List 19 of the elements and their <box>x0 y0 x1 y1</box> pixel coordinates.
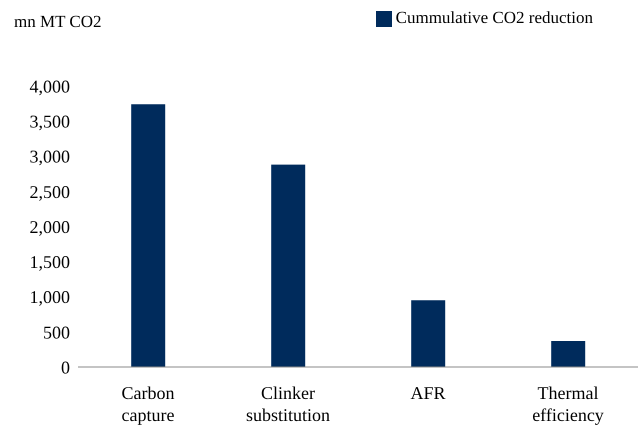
y-tick-label: 3,000 <box>30 146 70 167</box>
y-axis-title: mn MT CO2 <box>14 12 102 32</box>
bar <box>131 104 166 367</box>
y-tick-label: 1,000 <box>30 287 70 308</box>
x-tick-label: Thermal efficiency <box>532 383 604 425</box>
y-tick-label: 2,500 <box>30 182 70 202</box>
x-tick-label: Clinker substitution <box>246 383 330 425</box>
y-tick-label: 4,000 <box>30 76 70 96</box>
x-tick-label: Carbon capture <box>122 383 174 425</box>
bar <box>551 341 586 367</box>
y-tick-label: 1,500 <box>30 252 70 272</box>
bar <box>271 164 306 367</box>
legend-label: Cummulative CO2 reduction <box>396 8 593 27</box>
x-tick-label: AFR <box>410 383 446 403</box>
y-tick-label: 2,000 <box>30 216 70 237</box>
y-tick-label: 0 <box>61 357 70 378</box>
y-tick-label: 500 <box>43 322 70 342</box>
bar <box>411 300 446 367</box>
y-tick-label: 3,500 <box>30 112 70 132</box>
